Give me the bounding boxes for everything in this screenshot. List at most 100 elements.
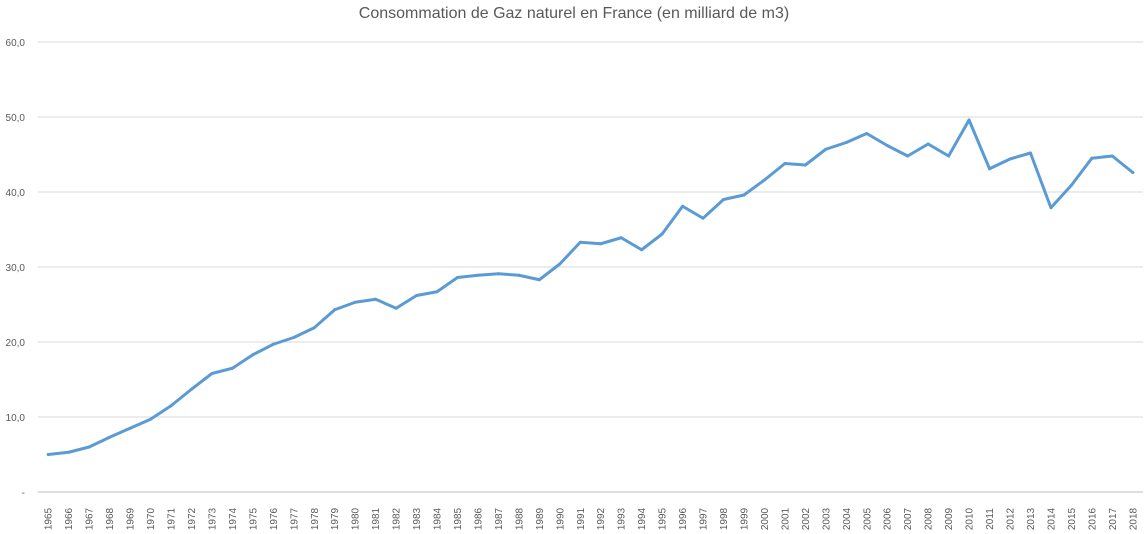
data-point — [783, 162, 787, 165]
data-point — [947, 154, 951, 158]
data-point — [455, 276, 459, 279]
x-tick-label: 1998 — [719, 507, 730, 530]
x-tick-label: 2000 — [760, 507, 771, 530]
x-tick-label: 1978 — [310, 507, 321, 530]
x-tick-label: 2006 — [883, 507, 894, 530]
data-point — [333, 308, 337, 312]
x-tick-label: 1994 — [637, 507, 648, 530]
x-tick-label: 1989 — [535, 507, 546, 530]
x-tick-label: 2001 — [780, 507, 791, 530]
data-point — [128, 426, 132, 430]
gridlines — [38, 41, 1143, 493]
data-point — [558, 262, 562, 266]
data-point — [353, 300, 357, 304]
x-tick-label: 1975 — [248, 507, 259, 530]
data-point — [435, 290, 439, 294]
x-tick-label: 1999 — [739, 507, 750, 530]
y-tick-label: 60,0 — [6, 38, 26, 49]
x-tick-label: 1976 — [269, 507, 280, 530]
data-point — [701, 216, 705, 220]
data-point — [865, 132, 869, 135]
x-tick-label: 1965 — [44, 507, 55, 530]
x-tick-label: 1968 — [105, 507, 116, 530]
data-point — [619, 236, 623, 240]
x-tick-label: 1984 — [433, 507, 444, 530]
x-tick-label: 1987 — [494, 507, 505, 530]
x-tick-label: 2002 — [801, 507, 812, 530]
x-tick-label: 1991 — [576, 507, 587, 530]
data-point — [415, 294, 419, 297]
y-tick-label: 50,0 — [6, 113, 26, 124]
y-axis: - 10,0 20,0 30,0 40,0 50,0 60,0 — [6, 38, 26, 499]
x-tick-label: 1977 — [289, 507, 300, 530]
y-tick-label: 40,0 — [6, 188, 26, 199]
data-point — [292, 336, 296, 339]
data-point — [681, 204, 685, 208]
data-point — [149, 417, 153, 421]
data-point — [1069, 183, 1073, 187]
data-point — [967, 118, 971, 122]
data-point — [67, 450, 71, 454]
data-point — [762, 178, 766, 182]
data-point — [537, 278, 541, 282]
x-tick-label: 2003 — [821, 507, 832, 530]
data-point — [312, 326, 316, 330]
x-tick-label: 1988 — [514, 507, 525, 530]
y-tick-label: 20,0 — [6, 338, 26, 349]
x-tick-label: 2017 — [1108, 507, 1119, 530]
data-point — [906, 154, 910, 158]
x-tick-label: 1983 — [412, 507, 423, 530]
x-tick-label: 2007 — [903, 507, 914, 530]
x-tick-label: 1969 — [126, 507, 137, 530]
data-point — [210, 372, 214, 375]
data-point — [599, 242, 603, 246]
data-point — [517, 273, 521, 277]
x-tick-label: 1972 — [187, 507, 198, 530]
x-tick-label: 1997 — [699, 507, 710, 530]
data-point — [1110, 154, 1114, 158]
data-point — [742, 193, 746, 197]
data-point — [885, 144, 889, 147]
data-point — [496, 272, 500, 276]
data-point — [660, 232, 664, 236]
data-point — [108, 435, 112, 439]
series-layer — [46, 118, 1135, 456]
x-tick-label: 1980 — [351, 507, 362, 530]
x-tick-label: 1996 — [678, 507, 689, 530]
x-tick-label: 2008 — [924, 507, 935, 530]
data-point — [251, 353, 255, 357]
data-point — [722, 198, 726, 201]
data-point — [189, 387, 193, 391]
x-tick-label: 2010 — [965, 507, 976, 530]
x-tick-label: 2005 — [862, 507, 873, 530]
y-tick-label: 10,0 — [6, 413, 26, 424]
x-tick-label: 1974 — [228, 507, 239, 530]
data-point — [394, 306, 398, 310]
x-axis: 1965 1966 1967 1968 1969 1970 1971 1972 1973 1974… — [44, 507, 1140, 530]
x-tick-label: 1993 — [617, 507, 628, 530]
x-tick-label: 1966 — [64, 507, 75, 530]
data-point — [578, 240, 582, 244]
x-tick-label: 1982 — [392, 507, 403, 530]
x-tick-label: 1967 — [85, 507, 96, 530]
chart-title: Consommation de Gaz naturel en France (e… — [358, 5, 790, 22]
x-tick-label: 2016 — [1087, 507, 1098, 530]
x-tick-label: 2014 — [1046, 507, 1057, 530]
data-point — [46, 453, 50, 456]
data-point — [1049, 206, 1053, 210]
x-tick-label: 2004 — [842, 507, 853, 530]
x-tick-label: 2018 — [1128, 507, 1139, 530]
series-line — [46, 118, 1135, 456]
data-point — [1090, 156, 1094, 160]
x-tick-label: 2012 — [1005, 507, 1016, 530]
data-point — [1028, 151, 1032, 155]
x-tick-label: 1986 — [473, 507, 484, 530]
data-point — [926, 142, 930, 146]
y-tick-label: - — [22, 488, 25, 499]
x-tick-label: 1992 — [596, 507, 607, 530]
x-tick-label: 1990 — [555, 507, 566, 530]
x-tick-label: 2013 — [1026, 507, 1037, 530]
data-point — [1131, 171, 1135, 174]
x-tick-label: 1970 — [146, 507, 157, 530]
